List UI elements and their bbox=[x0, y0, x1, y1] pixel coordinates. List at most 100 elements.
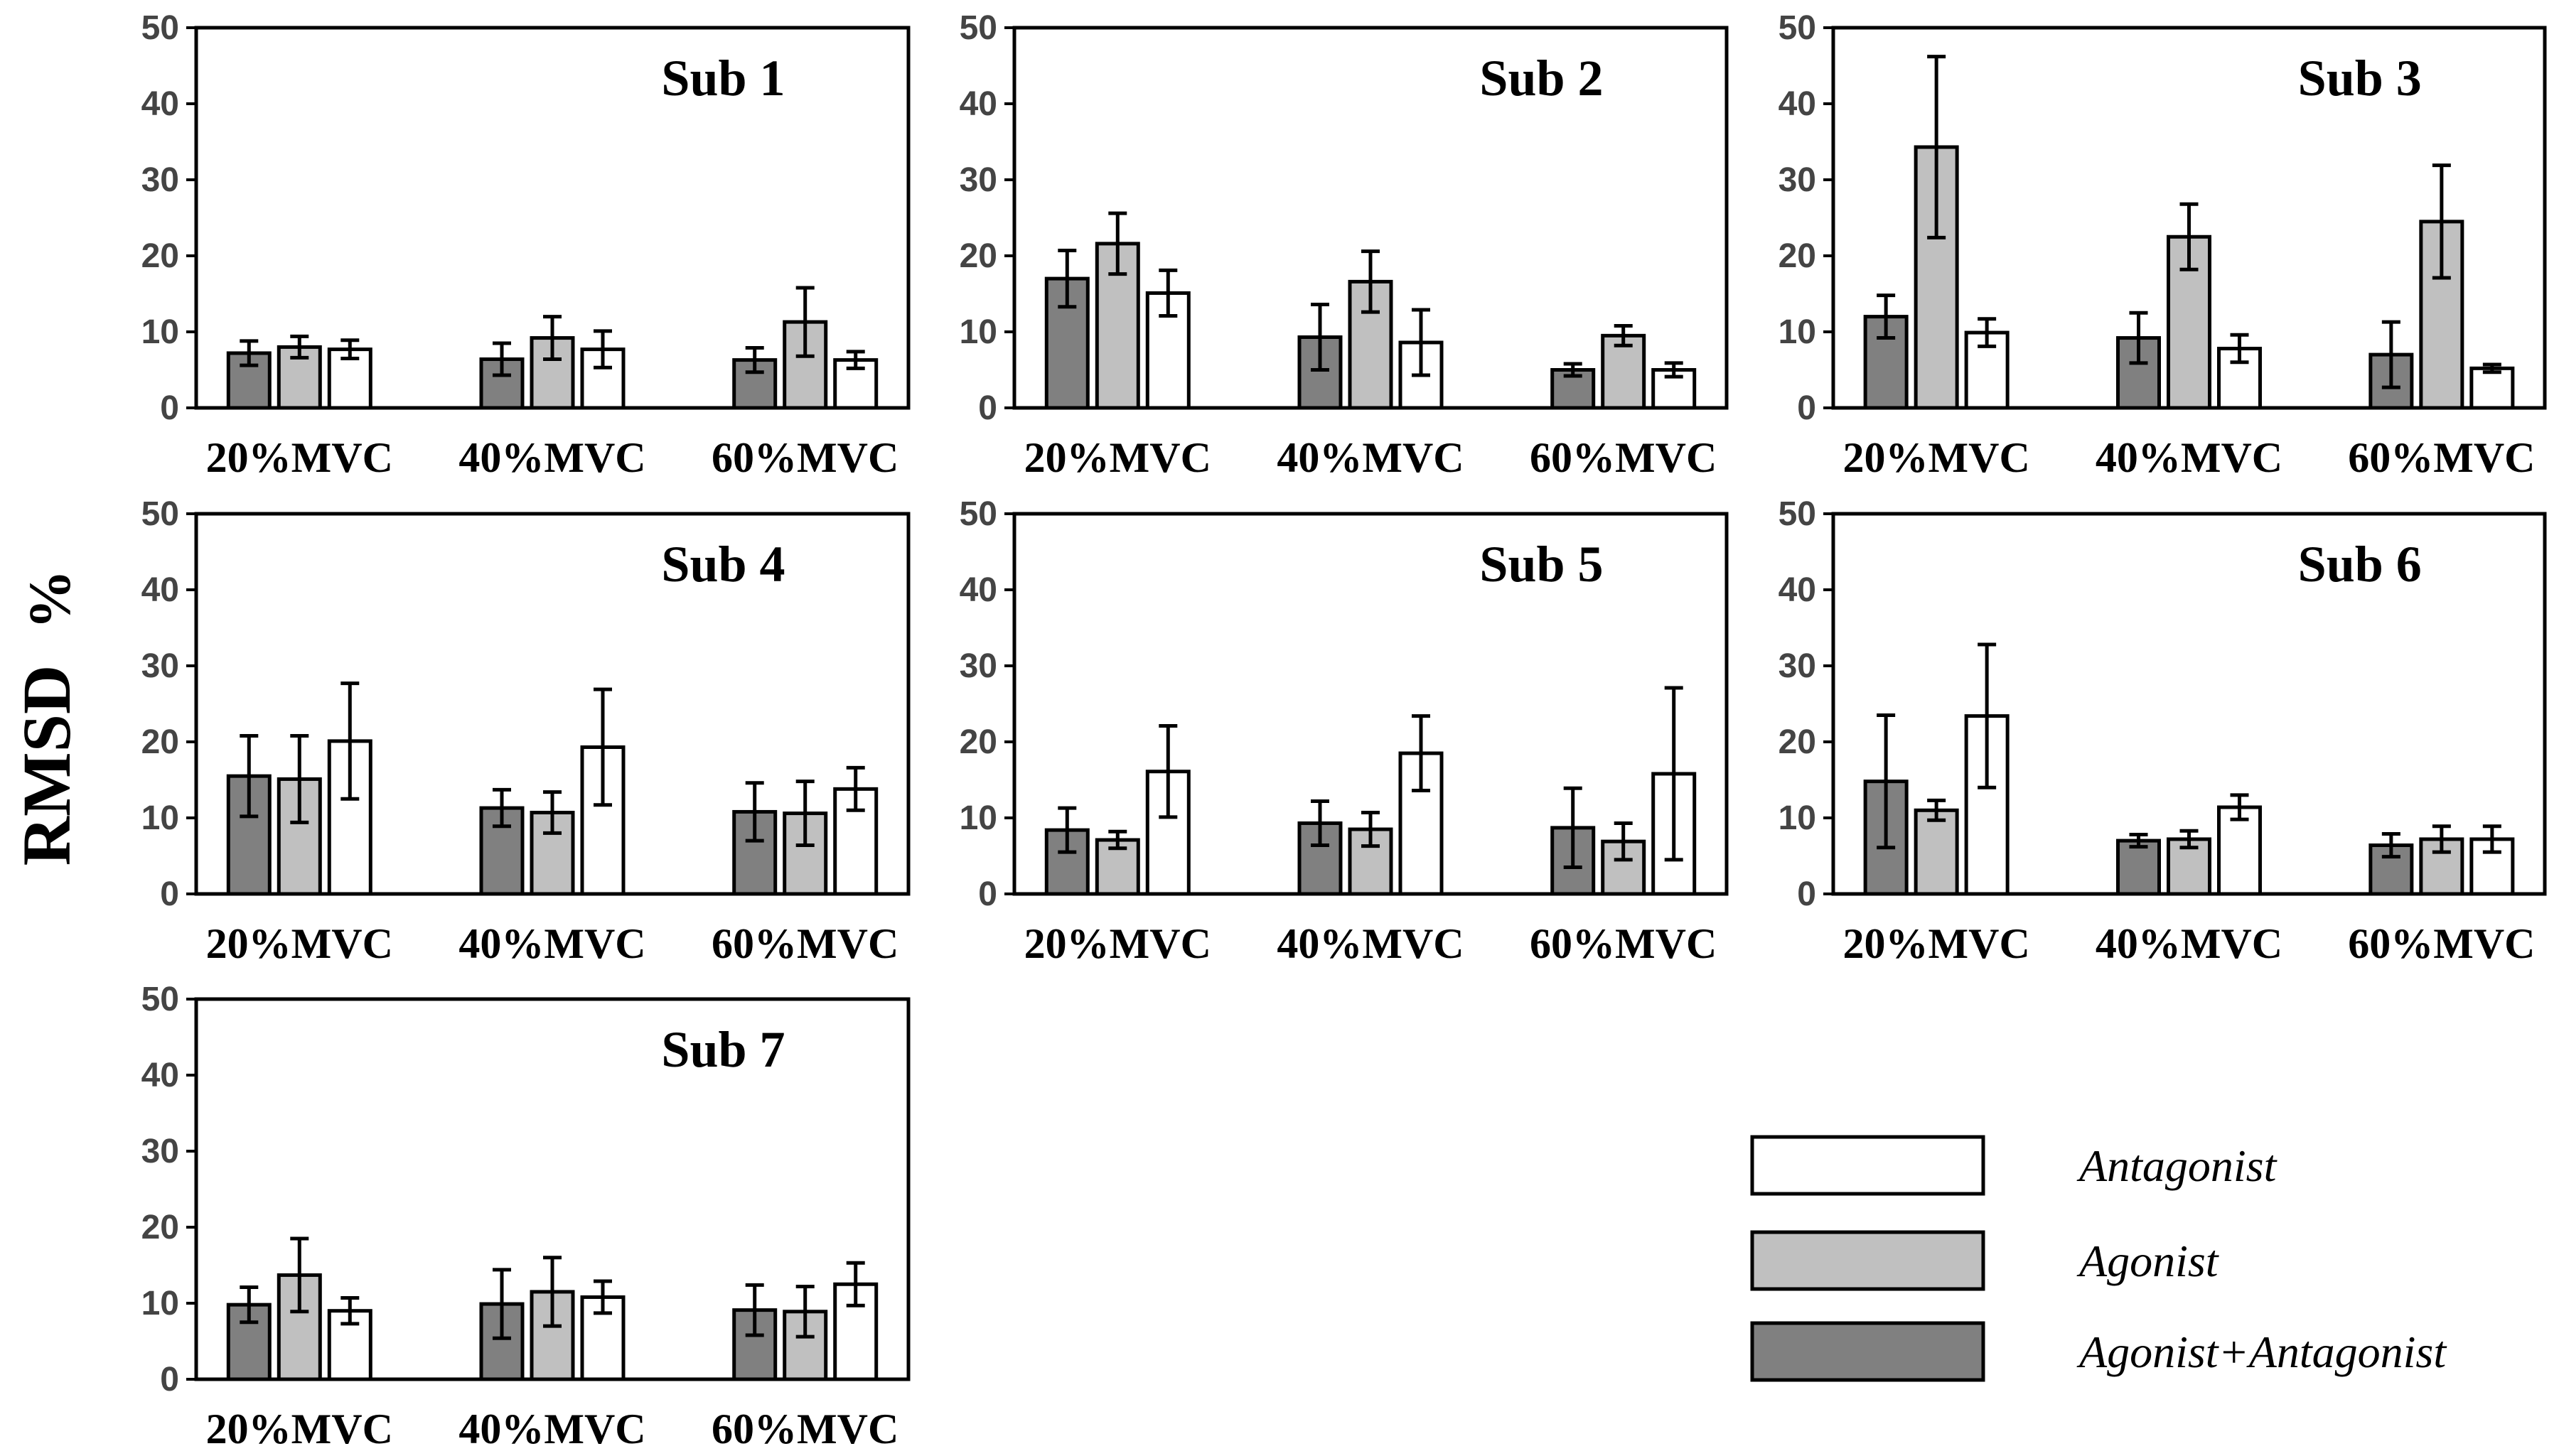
error-bar-antagonist-40-mvc bbox=[594, 329, 612, 370]
panel-title: Sub 2 bbox=[1479, 50, 1603, 107]
error-bar-agonist-40-mvc bbox=[543, 790, 562, 835]
error-bar-agonist-60-mvc bbox=[795, 780, 815, 848]
error-bar-antagonist-40-mvc bbox=[2230, 793, 2249, 821]
y-tick-label: 10 bbox=[960, 313, 997, 351]
panel-title: Sub 5 bbox=[1479, 536, 1603, 593]
y-tick-label: 0 bbox=[978, 875, 997, 913]
y-axis-label: RMSD% bbox=[9, 570, 85, 866]
panel-sub-1: 0 10 20 30 40 50 20%MVC 40%MVC 60%MVC Sub 1 bbox=[141, 9, 911, 481]
chart-panels: 0 10 20 30 40 50 20%MVC 40%MVC 60%MVC Sub 1 0 10 20 3… bbox=[141, 9, 2547, 1452]
category-label-20-mvc: 20%MVC bbox=[1842, 434, 2029, 481]
y-tick-label: 0 bbox=[160, 875, 179, 913]
error-bar-agonist-60-mvc bbox=[795, 286, 815, 358]
y-tick-label: 40 bbox=[1779, 85, 1816, 123]
plot-frame bbox=[1012, 26, 1729, 410]
error-bar-agonist-20-mvc bbox=[290, 334, 309, 360]
y-tick-label: 0 bbox=[1797, 389, 1816, 427]
y-tick-label: 50 bbox=[141, 495, 179, 533]
error-bar-agonist-antagonist-20-mvc bbox=[240, 733, 259, 819]
category-label-60-mvc: 60%MVC bbox=[2348, 920, 2535, 967]
error-bar-antagonist-20-mvc bbox=[1978, 317, 1997, 348]
panel-sub-2: 0 10 20 30 40 50 20%MVC 40%MVC 60%MVC Sub 2 bbox=[960, 9, 1729, 481]
category-label-40-mvc: 40%MVC bbox=[2096, 920, 2282, 967]
y-tick-label: 40 bbox=[1779, 571, 1816, 609]
plot-frame bbox=[194, 512, 911, 896]
error-bar-agonist-60-mvc bbox=[1614, 323, 1633, 347]
y-axis-unit: % bbox=[17, 570, 83, 630]
error-bar-agonist-antagonist-40-mvc bbox=[1311, 799, 1329, 848]
y-tick-label: 40 bbox=[141, 571, 179, 609]
category-label-20-mvc: 20%MVC bbox=[206, 1406, 393, 1452]
error-bar-agonist-antagonist-20-mvc bbox=[240, 1285, 259, 1325]
error-bar-agonist-20-mvc bbox=[290, 733, 309, 824]
category-label-20-mvc: 20%MVC bbox=[1842, 920, 2029, 967]
plot-frame bbox=[1831, 26, 2547, 410]
panel-sub-5: 0 10 20 30 40 50 20%MVC 40%MVC 60%MVC Sub 5 bbox=[960, 495, 1729, 967]
y-tick-label: 20 bbox=[960, 237, 997, 275]
plot-frame bbox=[194, 26, 911, 410]
category-label-40-mvc: 40%MVC bbox=[458, 920, 645, 967]
plot-frame bbox=[1831, 512, 2547, 896]
error-bar-antagonist-60-mvc bbox=[846, 765, 865, 812]
error-bar-agonist-antagonist-60-mvc bbox=[745, 345, 764, 374]
y-tick-label: 20 bbox=[141, 237, 179, 275]
error-bar-agonist-antagonist-40-mvc bbox=[493, 1268, 511, 1340]
error-bar-agonist-antagonist-60-mvc bbox=[2381, 831, 2400, 859]
category-label-20-mvc: 20%MVC bbox=[1024, 434, 1211, 481]
panel-title: Sub 3 bbox=[2298, 50, 2422, 107]
legend: Antagonist Agonist Agonist+Antagonist bbox=[1750, 1135, 2447, 1382]
y-tick-label: 40 bbox=[141, 1057, 179, 1094]
error-bar-agonist-40-mvc bbox=[1361, 811, 1380, 848]
error-bar-agonist-60-mvc bbox=[1614, 821, 1633, 862]
error-bar-agonist-antagonist-40-mvc bbox=[2129, 311, 2148, 365]
panel-sub-6: 0 10 20 30 40 50 20%MVC 40%MVC 60%MVC Sub 6 bbox=[1779, 495, 2547, 967]
panel-title: Sub 6 bbox=[2298, 536, 2422, 593]
y-tick-label: 40 bbox=[960, 85, 997, 123]
y-tick-label: 20 bbox=[1779, 723, 1816, 761]
y-tick-label: 20 bbox=[141, 1209, 179, 1246]
error-bar-antagonist-60-mvc bbox=[846, 350, 865, 370]
error-bar-agonist-antagonist-40-mvc bbox=[493, 341, 511, 377]
error-bar-agonist-antagonist-60-mvc bbox=[1563, 786, 1582, 870]
legend-label-agonist: Agonist bbox=[2076, 1236, 2220, 1286]
y-tick-label: 30 bbox=[1779, 161, 1816, 199]
error-bar-agonist-antagonist-40-mvc bbox=[1311, 302, 1329, 372]
y-tick-label: 20 bbox=[141, 723, 179, 761]
error-bar-agonist-40-mvc bbox=[1361, 249, 1380, 314]
y-tick-label: 50 bbox=[1779, 9, 1816, 47]
legend-label-agonist-antagonist: Agonist+Antagonist bbox=[2076, 1327, 2447, 1377]
y-tick-label: 10 bbox=[1779, 799, 1816, 837]
category-label-40-mvc: 40%MVC bbox=[1277, 920, 1464, 967]
y-axis-label-text: RMSD bbox=[9, 665, 85, 866]
error-bar-antagonist-40-mvc bbox=[594, 687, 612, 807]
category-label-40-mvc: 40%MVC bbox=[458, 434, 645, 481]
error-bar-agonist-20-mvc bbox=[1108, 211, 1127, 276]
panel-sub-3: 0 10 20 30 40 50 20%MVC 40%MVC 60%MVC Sub 3 bbox=[1779, 9, 2547, 481]
y-tick-label: 10 bbox=[141, 313, 179, 351]
category-label-60-mvc: 60%MVC bbox=[1530, 920, 1717, 967]
error-bar-agonist-antagonist-20-mvc bbox=[1877, 293, 1896, 340]
category-label-60-mvc: 60%MVC bbox=[712, 1406, 898, 1452]
legend-item-antagonist: Antagonist bbox=[1750, 1135, 2278, 1196]
error-bar-agonist-antagonist-20-mvc bbox=[1058, 806, 1077, 854]
error-bar-antagonist-40-mvc bbox=[1412, 308, 1430, 377]
error-bar-antagonist-60-mvc bbox=[2482, 824, 2501, 854]
legend-item-agonist: Agonist bbox=[1750, 1230, 2220, 1291]
category-label-20-mvc: 20%MVC bbox=[206, 920, 393, 967]
bar-agonist-20-mvc bbox=[1914, 808, 1959, 896]
y-tick-label: 30 bbox=[141, 647, 179, 685]
error-bar-agonist-40-mvc bbox=[2179, 202, 2199, 271]
y-tick-label: 10 bbox=[960, 799, 997, 837]
error-bar-antagonist-60-mvc bbox=[846, 1261, 865, 1307]
y-tick-label: 50 bbox=[141, 981, 179, 1018]
error-bar-antagonist-60-mvc bbox=[2482, 362, 2501, 374]
y-tick-label: 10 bbox=[141, 799, 179, 837]
error-bar-agonist-antagonist-40-mvc bbox=[2129, 833, 2148, 849]
category-label-20-mvc: 20%MVC bbox=[206, 434, 393, 481]
error-bar-antagonist-20-mvc bbox=[340, 681, 360, 801]
error-bar-agonist-20-mvc bbox=[1927, 798, 1946, 822]
y-tick-label: 10 bbox=[141, 1285, 179, 1322]
legend-label-antagonist: Antagonist bbox=[2076, 1140, 2278, 1191]
y-tick-label: 0 bbox=[160, 389, 179, 427]
error-bar-agonist-60-mvc bbox=[2432, 824, 2451, 854]
